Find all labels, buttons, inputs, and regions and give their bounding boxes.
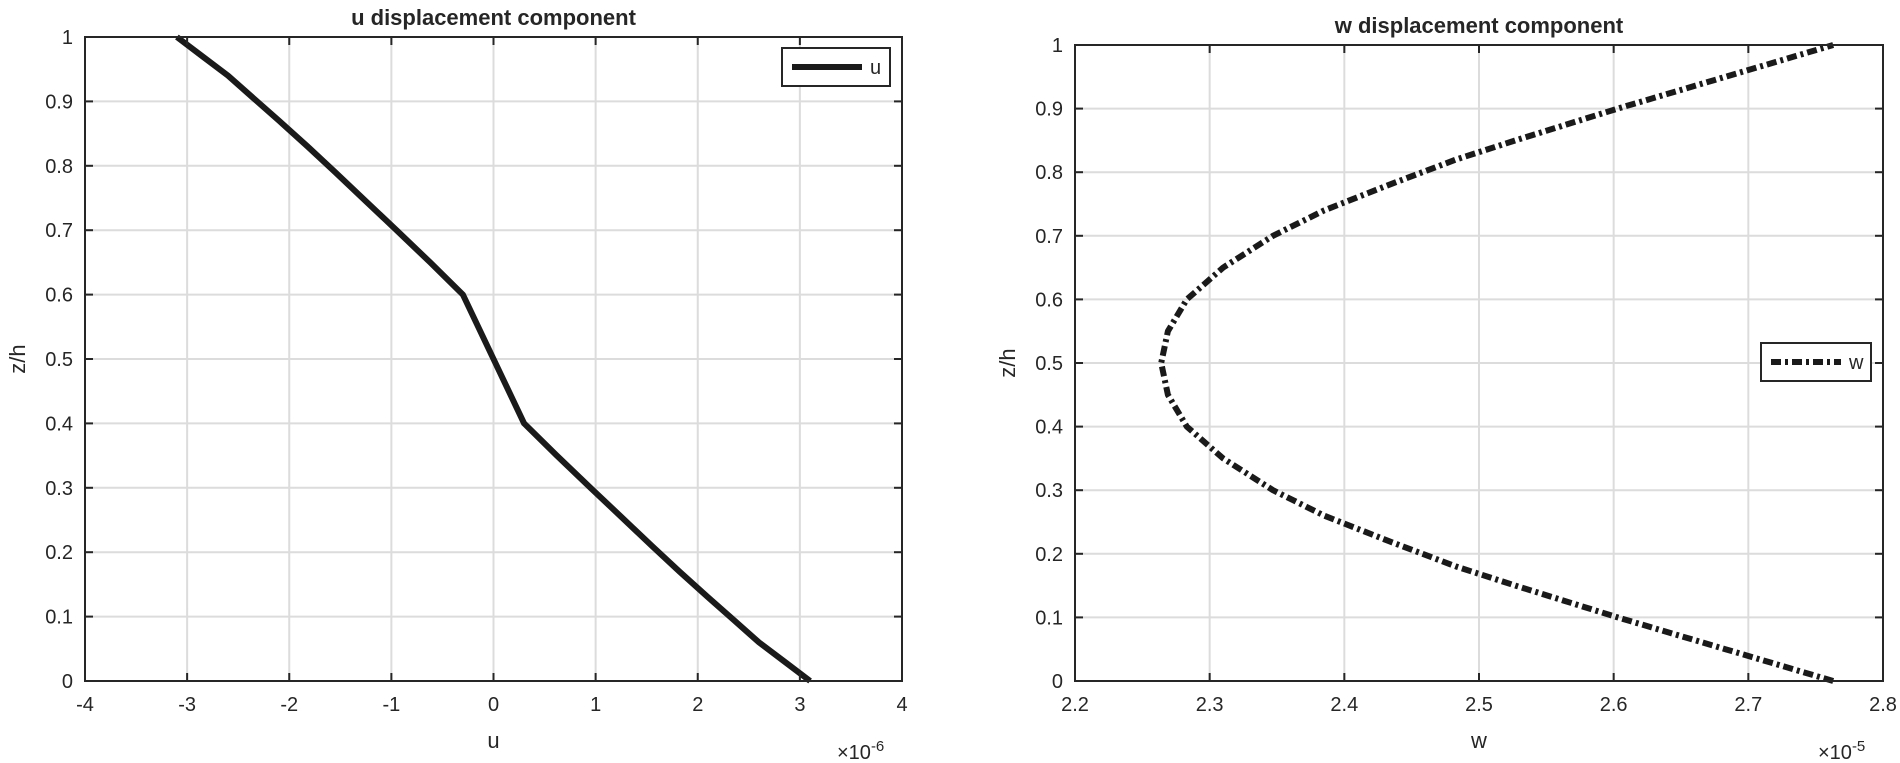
x-tick-labels: -4 -3 -2 -1 0 1 2 3 4 — [76, 694, 907, 716]
y-tick-label: 0.3 — [45, 478, 73, 500]
y-tick-label: 1 — [62, 27, 73, 49]
x-tick-label: 2.3 — [1196, 694, 1224, 716]
y-tick-label: 0.3 — [1035, 480, 1063, 502]
x-axis-label: w — [1470, 728, 1487, 753]
y-tick-label: 0.8 — [1035, 162, 1063, 184]
y-tick-label: 0.9 — [45, 91, 73, 113]
chart-u-displacement: -4 -3 -2 -1 0 1 2 3 4 00.10.20.30.40.50.60.70.80… — [5, 5, 908, 763]
series-line-w — [1158, 42, 1835, 684]
x-tick-labels: 2.2 2.3 2.4 2.5 2.6 2.7 2.8 — [1061, 694, 1897, 716]
y-tick-label: 0.8 — [45, 156, 73, 178]
series-layer — [175, 34, 812, 684]
x-exponent-power: -6 — [871, 738, 884, 755]
y-axis-label: z/h — [5, 344, 30, 373]
y-tick-label: 0.9 — [1035, 99, 1063, 121]
x-exponent-power: -5 — [1852, 738, 1865, 755]
x-tick-label: 1 — [590, 694, 601, 716]
chart-title: u displacement component — [351, 5, 636, 30]
x-tick-label: 2.4 — [1330, 694, 1358, 716]
series-layer — [1158, 42, 1835, 684]
x-tick-label: -1 — [382, 694, 400, 716]
y-tick-label: 0.1 — [1035, 607, 1063, 629]
x-tick-label: 3 — [794, 694, 805, 716]
x-tick-label: 0 — [488, 694, 499, 716]
x-tick-label: 2 — [692, 694, 703, 716]
y-tick-labels: 0 0.1 0.2 0.3 0.4 0.5 0.6 0.7 0.8 0.9 1 — [1035, 35, 1063, 693]
tick-marks — [84, 36, 903, 682]
y-tick-label: 0.7 — [1035, 226, 1063, 248]
x-tick-label: 2.7 — [1734, 694, 1762, 716]
y-tick-label: 0.2 — [45, 542, 73, 564]
x-tick-label: -2 — [280, 694, 298, 716]
tick-marks — [1074, 44, 1884, 682]
legend: u — [781, 47, 891, 87]
y-axis-label: z/h — [995, 348, 1020, 377]
legend-label-u: u — [870, 57, 881, 79]
y-tick-label: 0 — [62, 671, 73, 693]
x-tick-label: 2.2 — [1061, 694, 1089, 716]
y-tick-label: 0.4 — [45, 413, 73, 435]
x-tick-label: 2.5 — [1465, 694, 1493, 716]
y-tick-label: 0.6 — [45, 285, 73, 307]
x-exponent-label: ×10-5 — [1818, 738, 1865, 763]
y-tick-label: 0.1 — [45, 607, 73, 629]
x-tick-label: 4 — [896, 694, 907, 716]
x-axis-label: u — [487, 728, 499, 753]
y-tick-label: 0.6 — [1035, 289, 1063, 311]
legend: w — [1760, 342, 1872, 382]
y-tick-labels: 0 0.1 0.2 0.3 0.4 0.5 0.6 0.7 0.8 0.9 1 — [45, 27, 73, 693]
y-tick-label: 0.5 — [1035, 353, 1063, 375]
chart-w-displacement: 2.2 2.3 2.4 2.5 2.6 2.7 2.8 0 0.1 0.2 0.3 0.4 0.5 0.… — [995, 13, 1897, 763]
series-line-u — [175, 34, 812, 684]
x-exponent-label: ×10-6 — [837, 738, 884, 763]
x-tick-label: -4 — [76, 694, 94, 716]
y-tick-label: 0.2 — [1035, 544, 1063, 566]
y-tick-label: 0.5 — [45, 349, 73, 371]
x-exponent-base: ×10 — [1818, 742, 1852, 763]
x-tick-label: 2.6 — [1600, 694, 1628, 716]
x-exponent-base: ×10 — [837, 742, 871, 763]
y-tick-label: 0.4 — [1035, 417, 1063, 439]
y-tick-label: 0.7 — [45, 220, 73, 242]
y-tick-label: 0 — [1052, 671, 1063, 693]
chart-title: w displacement component — [1334, 13, 1624, 38]
x-tick-label: -3 — [178, 694, 196, 716]
legend-label-w: w — [1848, 352, 1864, 374]
x-tick-label: 2.8 — [1869, 694, 1897, 716]
y-tick-label: 1 — [1052, 35, 1063, 57]
